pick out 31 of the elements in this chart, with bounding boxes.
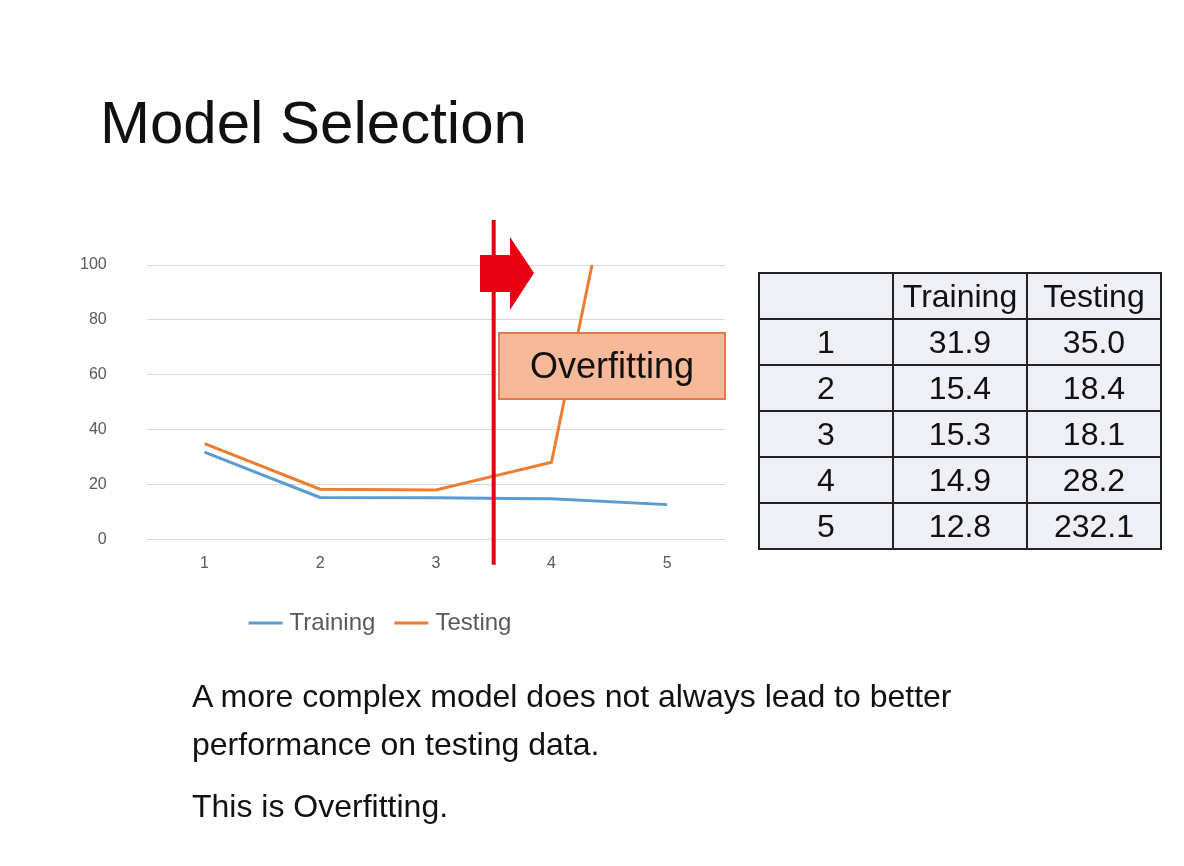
x-tick-label: 3	[431, 553, 441, 571]
data-label: 232.1	[1027, 503, 1161, 549]
chart-title: Model Selection	[100, 88, 527, 157]
text: This is Overfitting.	[192, 787, 450, 826]
y-tick-label: 4	[759, 457, 893, 503]
y-tick-label: 1	[759, 319, 893, 365]
data-label: 28.2	[1027, 457, 1161, 503]
legend-label: Testing	[435, 607, 512, 635]
x-tick-label: 4	[547, 553, 557, 571]
x-tick-label: 5	[662, 553, 672, 571]
y-tick-label: 80	[88, 310, 107, 328]
annotation: Overfitting	[498, 332, 726, 400]
data-label: 31.9	[893, 319, 1027, 365]
y-tick-label: 3	[759, 411, 893, 457]
y-tick-label: 60	[88, 365, 107, 383]
data-label: 15.3	[893, 411, 1027, 457]
data-label: 14.9	[893, 457, 1027, 503]
x-tick-label: 2	[315, 553, 325, 571]
y-tick-label: 100	[79, 255, 107, 273]
data-label: 18.1	[1027, 411, 1161, 457]
x-tick-label: 1	[200, 553, 210, 571]
data-label: 18.4	[1027, 365, 1161, 411]
y-tick-label: 20	[88, 475, 107, 493]
legend-label: Training	[289, 607, 376, 635]
y-tick-label: 2	[759, 365, 893, 411]
data-label: 15.4	[893, 365, 1027, 411]
text: A more complex model does not always lead to better performance on testing data.	[192, 677, 953, 764]
y-tick-label: 40	[88, 420, 107, 438]
y-tick-label: 0	[97, 530, 107, 548]
data-label: 12.8	[893, 503, 1027, 549]
data-label: 35.0	[1027, 319, 1161, 365]
